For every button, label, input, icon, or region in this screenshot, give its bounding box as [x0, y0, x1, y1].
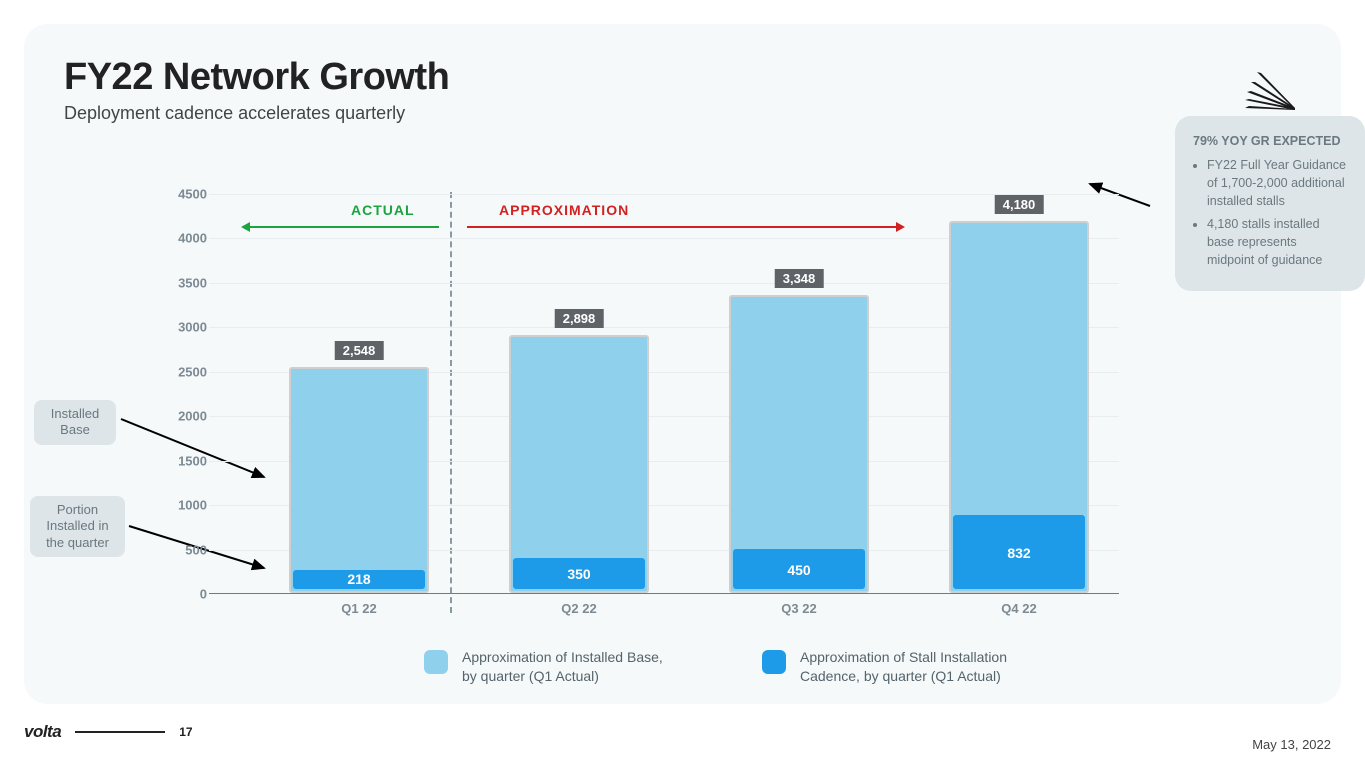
y-tick-label: 1000 [157, 498, 207, 513]
y-tick-label: 4000 [157, 231, 207, 246]
x-tick-label: Q4 22 [1001, 601, 1036, 616]
y-tick-label: 2500 [157, 364, 207, 379]
callout-label: Installed Base [51, 406, 99, 437]
callout-header: 79% YOY GR EXPECTED [1193, 132, 1347, 150]
y-tick-label: 3000 [157, 320, 207, 335]
callout-bullet: FY22 Full Year Guidance of 1,700-2,000 a… [1207, 156, 1347, 210]
legend-label: Approximation of Stall Installation Cade… [800, 648, 1010, 686]
brand-logo-icon [1237, 64, 1297, 117]
x-tick-label: Q3 22 [781, 601, 816, 616]
callout-installed-base: Installed Base [34, 400, 116, 445]
gridline [209, 194, 1119, 195]
page-number: 17 [179, 725, 192, 739]
bar-total-label: 3,348 [775, 269, 824, 288]
brand-wordmark: volta [24, 722, 61, 742]
x-tick-label: Q2 22 [561, 601, 596, 616]
bar-total-label: 4,180 [995, 195, 1044, 214]
bar-portion-label: 832 [1007, 545, 1030, 561]
callout-portion: Portion Installed in the quarter [30, 496, 125, 557]
page-subtitle: Deployment cadence accelerates quarterly [64, 103, 1301, 124]
bar-total: 2,898350 [509, 335, 649, 593]
legend-swatch-icon [762, 650, 786, 674]
callout-bullet: 4,180 stalls installed base represents m… [1207, 215, 1347, 269]
bar-total: 4,180832 [949, 221, 1089, 593]
bar-total-label: 2,898 [555, 309, 604, 328]
y-tick-label: 500 [157, 542, 207, 557]
bar-portion: 350 [513, 558, 645, 589]
approx-label: APPROXIMATION [499, 202, 629, 218]
footer-line-icon [75, 731, 165, 733]
y-tick-label: 4500 [157, 187, 207, 202]
bar-chart: 050010001500200025003000350040004500 ACT… [159, 194, 1119, 594]
footer-left: volta 17 [24, 722, 193, 742]
bar-portion-label: 218 [347, 571, 370, 587]
bar-portion: 450 [733, 549, 865, 589]
legend-item: Approximation of Installed Base, by quar… [424, 648, 672, 686]
bar-total: 3,348450 [729, 295, 869, 593]
page-title: FY22 Network Growth [64, 56, 1301, 99]
y-axis: 050010001500200025003000350040004500 [147, 194, 207, 594]
footer-date: May 13, 2022 [1252, 737, 1331, 752]
y-tick-label: 2000 [157, 409, 207, 424]
y-tick-label: 0 [157, 587, 207, 602]
actual-label: ACTUAL [351, 202, 415, 218]
legend-label: Approximation of Installed Base, by quar… [462, 648, 672, 686]
slide-card: FY22 Network Growth Deployment cadence a… [24, 24, 1341, 704]
actual-arrow-icon [249, 226, 439, 228]
approx-arrow-icon [467, 226, 897, 228]
legend: Approximation of Installed Base, by quar… [424, 648, 1010, 686]
bar-total-label: 2,548 [335, 341, 384, 360]
bar-portion: 218 [293, 570, 425, 589]
bar-portion-label: 450 [787, 562, 810, 578]
bar-portion-label: 350 [567, 566, 590, 582]
callout-expected: 79% YOY GR EXPECTED FY22 Full Year Guida… [1175, 116, 1365, 291]
bar-total: 2,548218 [289, 367, 429, 593]
y-tick-label: 1500 [157, 453, 207, 468]
y-tick-label: 3500 [157, 275, 207, 290]
bar-portion: 832 [953, 515, 1085, 589]
legend-swatch-icon [424, 650, 448, 674]
x-tick-label: Q1 22 [341, 601, 376, 616]
callout-label: Portion Installed in the quarter [46, 502, 109, 550]
legend-item: Approximation of Stall Installation Cade… [762, 648, 1010, 686]
plot-area: ACTUAL APPROXIMATION 2,548218Q1 222,8983… [209, 194, 1119, 594]
